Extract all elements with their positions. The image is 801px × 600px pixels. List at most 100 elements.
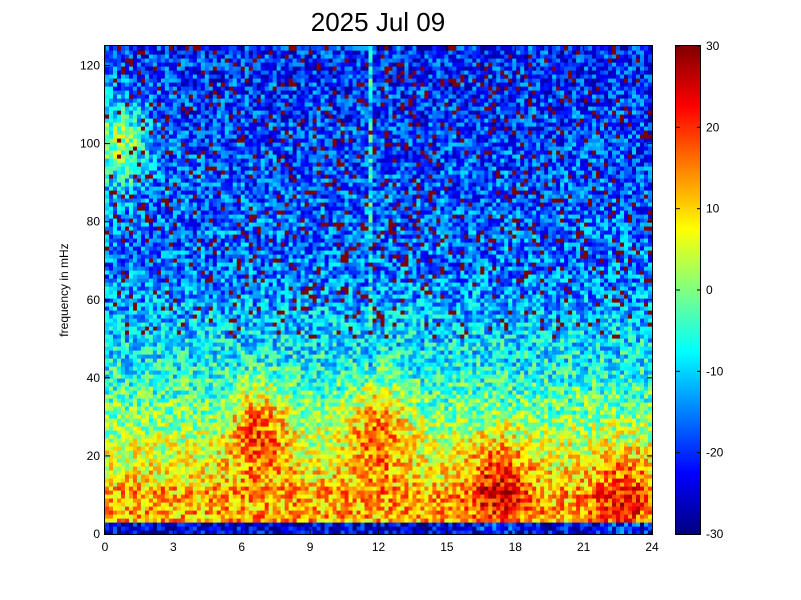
heatmap-cell xyxy=(124,462,130,467)
heatmap-cell xyxy=(148,186,154,191)
heatmap-cell xyxy=(132,342,138,347)
heatmap-cell xyxy=(208,298,214,303)
heatmap-cell xyxy=(184,66,190,71)
heatmap-cell xyxy=(152,114,158,119)
heatmap-cell xyxy=(216,58,222,63)
heatmap-cell xyxy=(168,278,174,283)
heatmap-cell xyxy=(196,434,202,439)
heatmap-cell xyxy=(156,46,162,51)
heatmap-cell xyxy=(144,394,150,399)
heatmap-cell xyxy=(116,514,122,519)
heatmap-cell xyxy=(216,434,222,439)
heatmap-cell xyxy=(156,434,162,439)
heatmap-cell xyxy=(252,226,258,231)
heatmap-cell xyxy=(212,138,218,143)
heatmap-cell xyxy=(164,498,170,503)
heatmap-cell xyxy=(168,66,174,71)
heatmap-cell xyxy=(236,202,242,207)
heatmap-cell xyxy=(172,270,178,275)
heatmap-cell xyxy=(212,94,218,99)
heatmap-cell xyxy=(196,406,202,411)
heatmap-cell xyxy=(224,138,230,143)
heatmap-cell xyxy=(228,290,234,295)
heatmap-cell xyxy=(148,66,154,71)
heatmap-cell xyxy=(192,266,198,271)
heatmap-cell xyxy=(220,462,226,467)
heatmap-cell xyxy=(152,398,158,403)
heatmap-cell xyxy=(208,94,214,99)
heatmap-cell xyxy=(204,254,210,259)
heatmap-cell xyxy=(196,274,202,279)
heatmap-cell xyxy=(108,282,114,287)
heatmap-cell xyxy=(220,478,226,483)
heatmap-cell xyxy=(200,242,206,247)
heatmap-cell xyxy=(208,66,214,71)
heatmap-cell xyxy=(228,326,234,331)
heatmap-cell xyxy=(200,414,206,419)
heatmap-cell xyxy=(240,462,246,467)
heatmap-cell xyxy=(180,446,186,451)
heatmap-cell xyxy=(136,262,142,267)
heatmap-cell xyxy=(164,78,170,83)
heatmap-cell xyxy=(160,266,166,271)
heatmap-cell xyxy=(120,66,126,71)
heatmap-cell xyxy=(192,238,198,243)
heatmap-cell xyxy=(156,138,162,143)
heatmap-cell xyxy=(108,46,114,51)
heatmap-cell xyxy=(192,230,198,235)
heatmap-cell xyxy=(184,390,190,395)
heatmap-cell xyxy=(140,222,146,227)
heatmap-cell xyxy=(224,482,230,487)
heatmap-cell xyxy=(112,434,118,439)
heatmap-cell xyxy=(116,526,122,531)
heatmap-cell xyxy=(260,510,266,515)
heatmap-cell xyxy=(105,222,110,227)
heatmap-cell xyxy=(204,518,210,523)
heatmap-cell xyxy=(264,150,270,155)
heatmap-cell xyxy=(220,74,226,79)
heatmap-cell xyxy=(116,238,122,243)
heatmap-cell xyxy=(264,490,270,495)
heatmap-cell xyxy=(228,114,234,119)
heatmap-cell xyxy=(148,58,154,63)
heatmap-cell xyxy=(208,194,214,199)
heatmap-cell xyxy=(108,454,114,459)
heatmap-cell xyxy=(105,286,110,291)
heatmap-cell xyxy=(152,258,158,263)
heatmap-cell xyxy=(244,438,250,443)
heatmap-cell xyxy=(172,306,178,311)
heatmap-cell xyxy=(128,510,134,515)
heatmap-cell xyxy=(188,402,194,407)
heatmap-cell xyxy=(124,382,130,387)
heatmap-cell xyxy=(184,406,190,411)
heatmap-cell xyxy=(148,426,154,431)
heatmap-cell xyxy=(264,198,270,203)
heatmap-cell xyxy=(260,138,266,143)
heatmap-cell xyxy=(224,162,230,167)
heatmap-cell xyxy=(200,446,206,451)
heatmap-cell xyxy=(116,342,122,347)
heatmap-cell xyxy=(112,330,118,335)
heatmap-cell xyxy=(204,422,210,427)
heatmap-cell xyxy=(152,458,158,463)
heatmap-cell xyxy=(256,110,262,115)
heatmap-cell xyxy=(144,282,150,287)
heatmap-cell xyxy=(144,422,150,427)
heatmap-cell xyxy=(120,234,126,239)
heatmap-cell xyxy=(248,402,254,407)
heatmap-cell xyxy=(140,70,146,75)
heatmap-cell xyxy=(264,210,270,215)
heatmap-cell xyxy=(152,406,158,411)
heatmap-cell xyxy=(172,494,178,499)
heatmap-cell xyxy=(160,106,166,111)
heatmap-cell xyxy=(136,102,142,107)
heatmap-cell xyxy=(240,474,246,479)
heatmap-cell xyxy=(124,482,130,487)
heatmap-cell xyxy=(148,406,154,411)
heatmap-cell xyxy=(228,458,234,463)
heatmap-cell xyxy=(152,110,158,115)
heatmap-cell xyxy=(236,158,242,163)
heatmap-cell xyxy=(192,294,198,299)
heatmap-cell xyxy=(224,154,230,159)
heatmap-cell xyxy=(112,262,118,267)
